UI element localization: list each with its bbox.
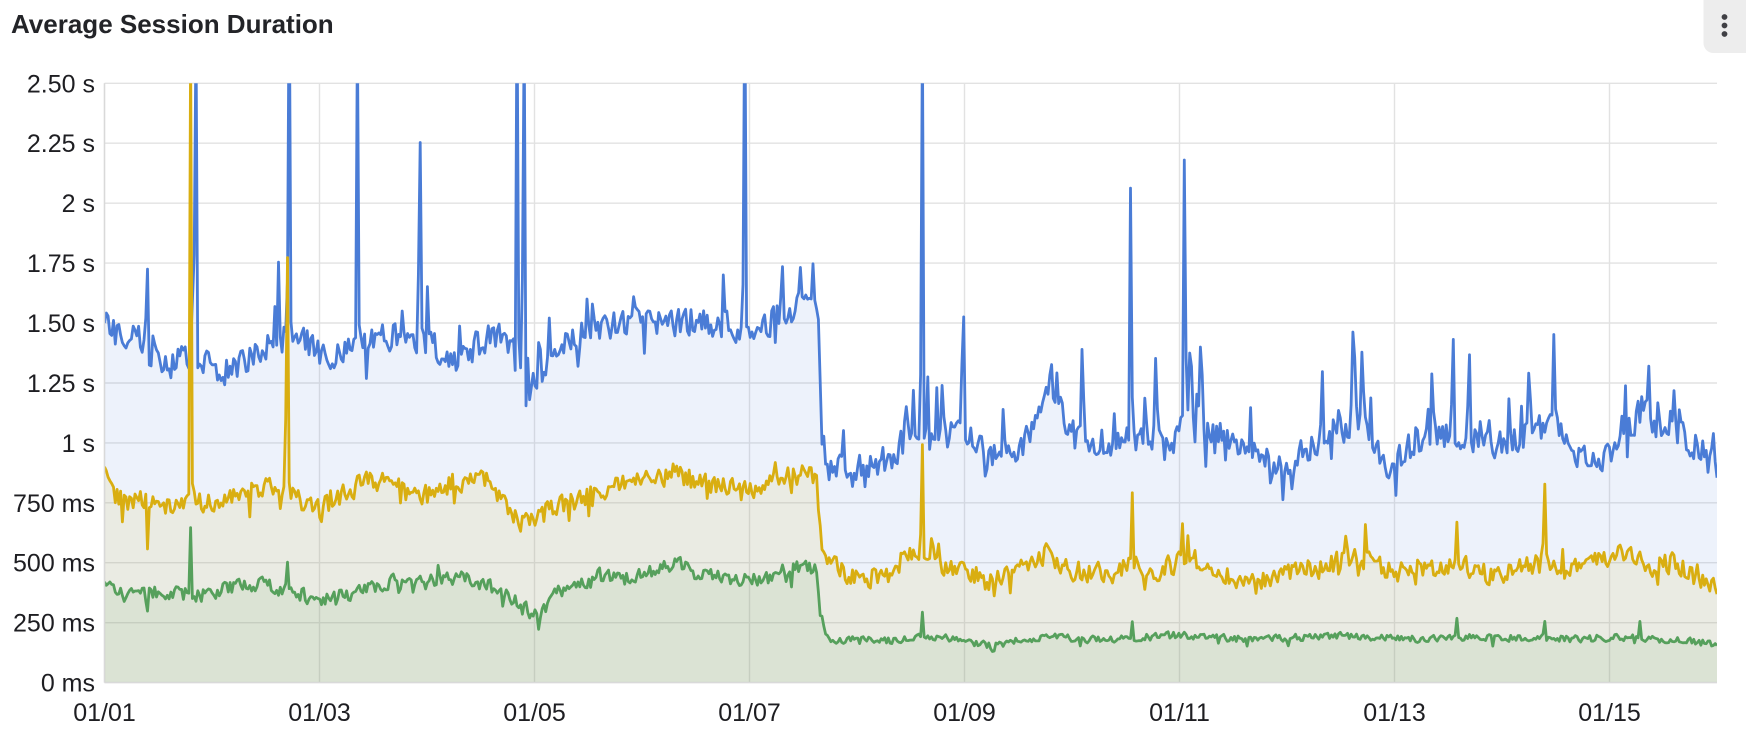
svg-text:01/01: 01/01	[73, 699, 136, 727]
svg-text:0 ms: 0 ms	[41, 670, 95, 698]
svg-text:01/11: 01/11	[1149, 699, 1210, 727]
svg-text:250 ms: 250 ms	[13, 610, 95, 638]
svg-text:1.75 s: 1.75 s	[27, 250, 95, 278]
svg-text:1 s: 1 s	[62, 430, 95, 458]
svg-text:2 s: 2 s	[62, 190, 95, 218]
svg-text:01/03: 01/03	[288, 699, 351, 727]
svg-text:1.50 s: 1.50 s	[27, 310, 95, 338]
svg-text:01/09: 01/09	[933, 699, 996, 727]
svg-text:500 ms: 500 ms	[13, 550, 95, 578]
svg-text:2.50 s: 2.50 s	[27, 70, 95, 98]
svg-text:2.25 s: 2.25 s	[27, 130, 95, 158]
svg-text:Average Session Duration: Average Session Duration	[11, 9, 334, 39]
svg-text:01/07: 01/07	[718, 699, 781, 727]
svg-text:750 ms: 750 ms	[13, 490, 95, 518]
svg-text:1.25 s: 1.25 s	[27, 370, 95, 398]
svg-text:01/15: 01/15	[1578, 699, 1641, 727]
svg-text:01/05: 01/05	[503, 699, 566, 727]
svg-text:01/13: 01/13	[1363, 699, 1426, 727]
